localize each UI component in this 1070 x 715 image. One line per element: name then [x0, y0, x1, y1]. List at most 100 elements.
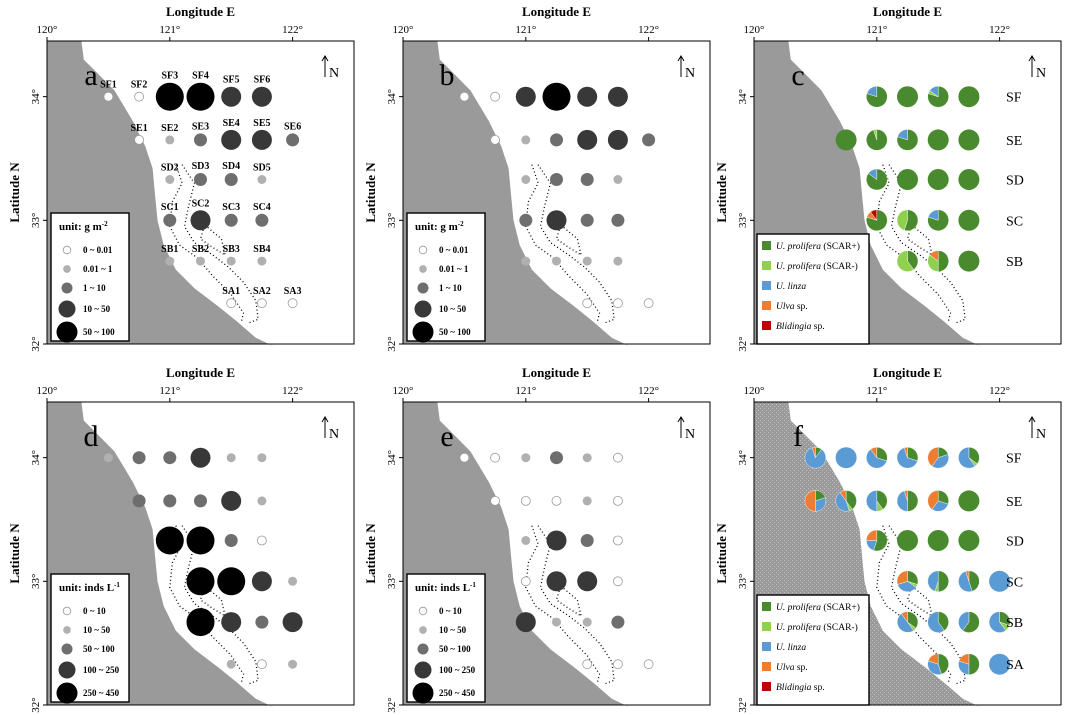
pie-slice	[958, 129, 980, 151]
pie-slice	[927, 611, 945, 633]
y-tick-label: 32°	[30, 336, 42, 351]
y-tick-label: 34°	[737, 89, 749, 104]
station-marker	[546, 571, 567, 592]
map-frame	[402, 401, 711, 706]
legend-species-name: Blidingia	[776, 683, 812, 693]
pie-slice	[931, 454, 949, 469]
legend-species-name: Ulva	[776, 663, 795, 673]
legend-swatch	[762, 602, 771, 611]
map-frame	[753, 40, 1062, 345]
station-marker	[612, 452, 623, 463]
legend-class-label: 0.01 ~ 1	[83, 264, 113, 274]
pie-slice	[968, 653, 980, 675]
station-marker	[196, 256, 205, 266]
legend-class-label: 50 ~ 100	[83, 327, 115, 337]
pie-slice	[968, 446, 980, 465]
station-marker	[607, 129, 628, 150]
station-label: SF2	[131, 80, 148, 91]
station-marker	[552, 617, 561, 627]
station-label: SE4	[223, 118, 240, 129]
pie-slice	[896, 490, 908, 512]
station-pie	[958, 250, 980, 272]
pie-slice	[897, 613, 914, 633]
y-tick-label: 33°	[30, 574, 42, 589]
legend-class-label: 10 ~ 50	[439, 304, 467, 314]
station-marker	[521, 135, 531, 145]
legend-swatch	[762, 682, 771, 691]
shoal-outline	[555, 225, 583, 257]
pie-slice	[958, 653, 970, 665]
legend-unit: unit: g m-2	[59, 220, 108, 233]
legend-species-name: U. prolifera	[776, 261, 821, 272]
legend-symbol	[56, 682, 78, 704]
station-marker	[550, 133, 563, 147]
station-pie	[958, 209, 980, 231]
pie-slice	[804, 447, 827, 469]
station-pie	[897, 86, 918, 108]
legend-species-label: U. prolifera (SCAR-)	[776, 622, 858, 633]
pie-slice	[958, 209, 980, 231]
legend-species-name: U. prolifera	[776, 602, 821, 613]
y-tick-label: 32°	[737, 697, 749, 712]
legend-swatch	[762, 622, 771, 631]
legend-class-label: 10 ~ 50	[83, 625, 111, 635]
shoal-outline	[169, 525, 245, 685]
x-axis-title: Longitude E	[873, 4, 942, 19]
station-label: SC1	[161, 202, 179, 213]
pie-slice	[907, 250, 919, 270]
station-marker	[642, 133, 656, 147]
station-pie	[988, 611, 1011, 633]
station-marker	[226, 256, 236, 266]
row-label: SD	[1006, 174, 1024, 189]
station-marker	[251, 86, 272, 107]
x-tick-label: 120°	[393, 385, 414, 397]
x-tick-label: 122°	[989, 385, 1010, 397]
station-marker	[288, 576, 298, 586]
station-marker	[165, 256, 175, 266]
legend-species-name: U. linza	[776, 643, 806, 653]
station-pie	[958, 653, 980, 675]
shoal-outline	[181, 525, 259, 685]
station-marker	[552, 256, 561, 266]
pie-slice	[866, 448, 888, 469]
station-label: SF5	[223, 75, 240, 86]
pie-slice	[904, 446, 908, 458]
pie-slice	[897, 530, 918, 551]
pie-slice	[897, 129, 908, 141]
station-label: SB2	[192, 244, 209, 255]
x-tick-label: 120°	[37, 385, 58, 397]
station-label: SD4	[222, 161, 240, 172]
legend-species-label: Ulva sp.	[776, 663, 808, 673]
pie-slice	[904, 490, 908, 501]
y-tick-label: 33°	[386, 213, 398, 228]
station-marker	[186, 526, 215, 555]
station-marker	[613, 256, 623, 266]
station-marker	[226, 659, 236, 669]
station-marker	[287, 298, 298, 309]
y-tick-label: 32°	[30, 697, 42, 712]
row-label: SA	[1006, 658, 1025, 673]
station-pie	[958, 611, 980, 633]
pie-slice	[958, 611, 970, 631]
shoal-outline	[525, 525, 601, 685]
pie-slice	[968, 570, 980, 592]
station-marker	[582, 659, 593, 670]
station-pie	[958, 530, 980, 551]
pie-slice	[835, 447, 857, 469]
pie-slice	[896, 570, 908, 585]
station-pie	[927, 209, 949, 231]
station-marker	[221, 490, 242, 511]
station-pie	[896, 209, 919, 231]
station-pie	[866, 529, 888, 552]
y-tick-label: 32°	[386, 336, 398, 351]
pie-slice	[927, 570, 939, 592]
y-tick-label: 34°	[737, 450, 749, 465]
station-marker	[221, 129, 242, 150]
station-pie	[866, 209, 888, 231]
x-axis-title: Longitude E	[166, 4, 235, 19]
station-marker	[194, 173, 207, 186]
station-marker	[165, 175, 175, 184]
north-label: N	[685, 66, 695, 81]
x-tick-label: 122°	[282, 385, 303, 397]
pie-slice	[958, 571, 973, 592]
